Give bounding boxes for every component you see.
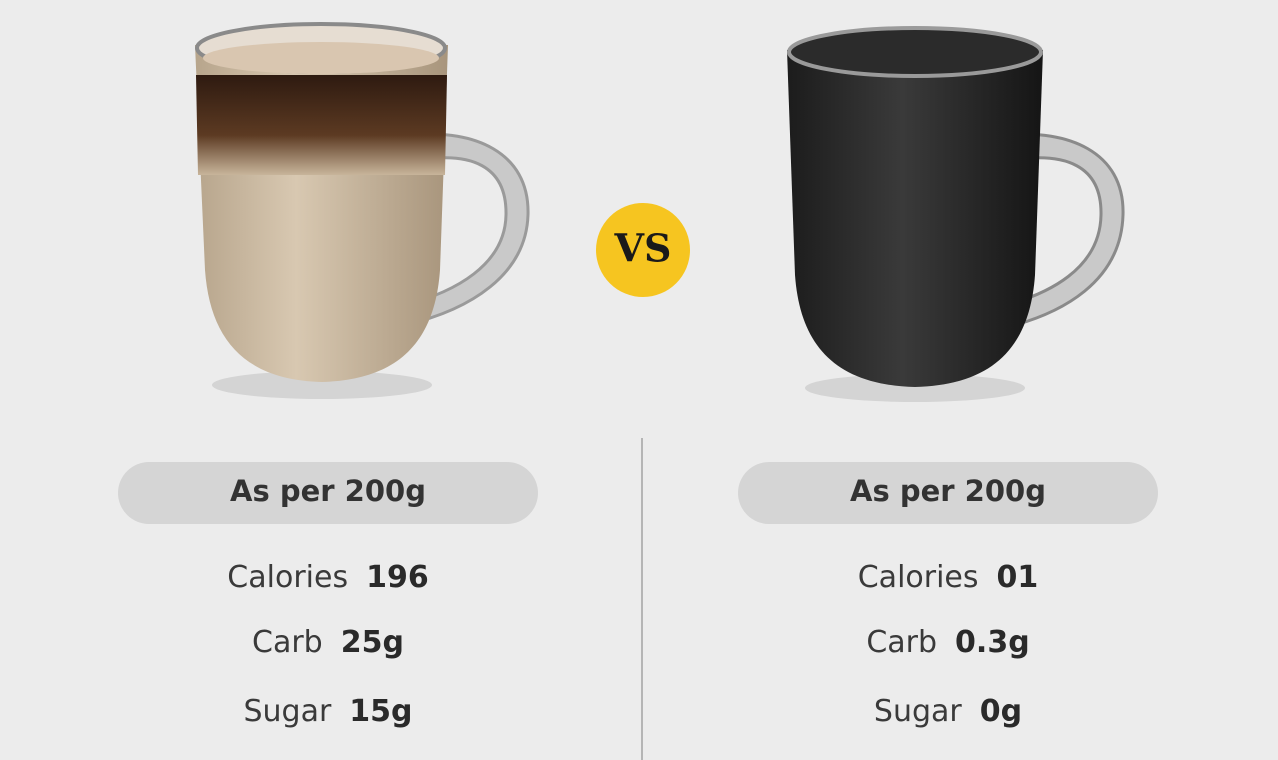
row-label: Sugar	[243, 694, 331, 729]
nutrition-row: Sugar 0g	[874, 694, 1022, 729]
vs-badge	[596, 203, 690, 297]
vs-label: VS	[614, 226, 672, 271]
nutrition-row: Sugar 15g	[243, 694, 412, 729]
nutrition-panel: As per 200g Calories 01 Carb 0.3g Sugar 0g	[738, 462, 1158, 729]
row-value: 25g	[341, 625, 404, 660]
row-value: 0g	[980, 694, 1022, 729]
row-value: 196	[366, 560, 429, 595]
latte-mug	[195, 22, 530, 399]
row-value: 0.3g	[955, 625, 1030, 660]
row-label: Carb	[866, 625, 937, 660]
nutrition-panel: As per 200g Calories 196 Carb 25g Sugar 15g	[118, 462, 538, 729]
nutrition-row: Carb 0.3g	[866, 625, 1029, 660]
row-label: Calories	[227, 560, 348, 595]
header-text: As per 200g	[850, 474, 1046, 508]
row-label: Sugar	[874, 694, 962, 729]
row-value: 15g	[349, 694, 412, 729]
black-coffee-mug	[787, 26, 1125, 402]
nutrition-row: Calories 196	[227, 560, 428, 595]
row-value: 01	[997, 560, 1039, 595]
header-text: As per 200g	[230, 474, 426, 508]
row-label: Carb	[252, 625, 323, 660]
header-pill	[118, 462, 538, 524]
row-label: Calories	[858, 560, 979, 595]
header-pill	[738, 462, 1158, 524]
nutrition-row: Carb 25g	[252, 625, 404, 660]
nutrition-row: Calories 01	[858, 560, 1039, 595]
